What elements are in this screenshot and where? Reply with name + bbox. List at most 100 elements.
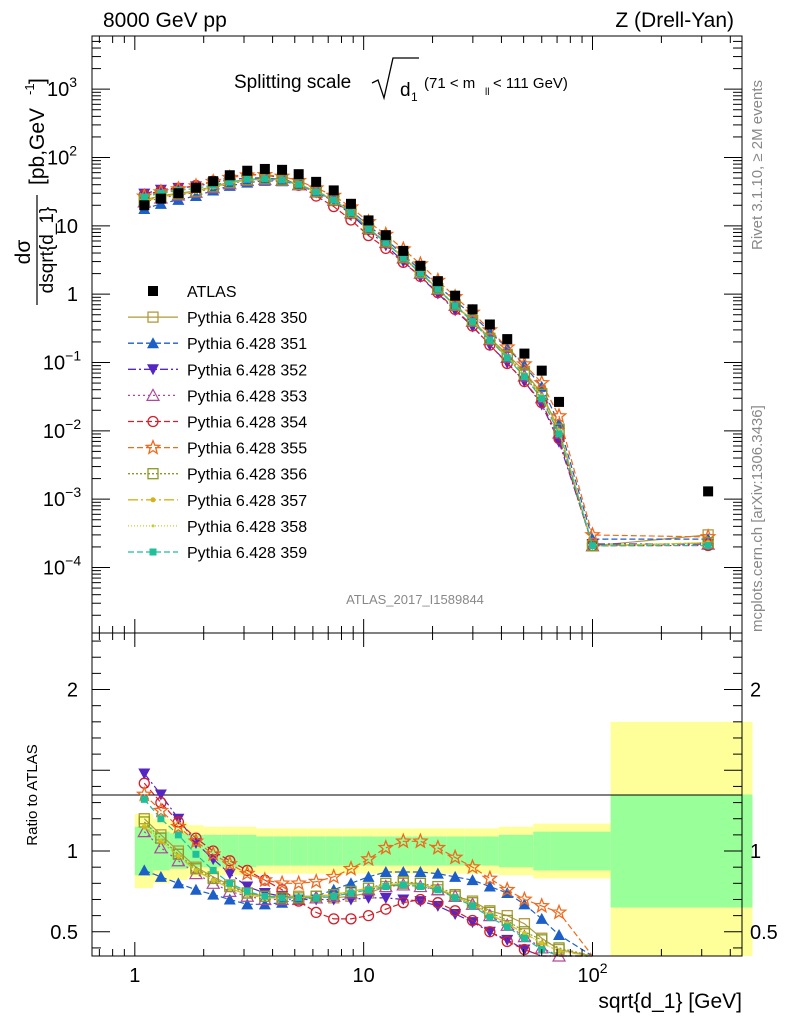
ratio-series-marker — [176, 854, 180, 858]
ratio-series-marker — [449, 870, 462, 882]
ratio-series-marker — [345, 913, 357, 925]
atlas-point — [224, 170, 235, 181]
series-marker — [382, 239, 390, 247]
series-marker — [189, 189, 202, 201]
atlas-band-inner — [325, 836, 343, 866]
analysis-id-label: ATLAS_2017_I1589844 — [346, 592, 484, 607]
ratio-series-marker — [466, 917, 479, 929]
ratio-series-marker — [330, 892, 338, 900]
legend-marker — [144, 438, 162, 455]
ratio-y-tick-label-right: 2 — [750, 680, 761, 702]
ratio-series-marker — [307, 872, 325, 889]
ratio-series-marker — [223, 868, 236, 880]
atlas-band-inner — [360, 836, 378, 866]
ratio-series-marker — [152, 801, 170, 818]
ratio-series-marker — [342, 859, 360, 876]
atlas-point — [398, 245, 409, 256]
ratio-series-line — [143, 782, 593, 957]
ratio-series-marker — [540, 941, 544, 945]
chart-title-symbol: d — [400, 80, 411, 101]
ratio-series-marker — [414, 893, 427, 906]
ratio-series-marker — [466, 914, 479, 927]
series-marker — [157, 189, 165, 197]
ratio-series-marker — [397, 897, 409, 909]
ratio-series-marker — [382, 883, 390, 891]
atlas-band-inner — [256, 836, 274, 866]
ratio-series-marker — [222, 884, 237, 897]
ratio-series-marker — [379, 892, 392, 904]
atlas-point — [380, 230, 391, 241]
series-marker — [589, 542, 597, 550]
chart-title-note: (71 < m — [424, 75, 475, 92]
legend-atlas-label: ATLAS — [187, 284, 237, 301]
ratio-series-marker — [154, 789, 167, 801]
atlas-band-inner — [498, 834, 516, 868]
atlas-point — [450, 290, 461, 301]
ratio-series-marker — [261, 892, 269, 900]
atlas-point — [467, 304, 478, 315]
ratio-plot-panel: 2 2 1 1 0.5 0.5 Ratio to ATLAS — [24, 632, 778, 962]
y-label-unit-end: ] — [26, 78, 49, 84]
ratio-y-tick-label-left: 0.5 — [50, 922, 78, 944]
series-marker — [481, 321, 499, 338]
series-marker — [416, 269, 424, 277]
ratio-series-marker — [379, 866, 392, 878]
y-tick-label: 103 — [47, 74, 77, 101]
ratio-series-marker — [221, 855, 239, 872]
ratio-series-marker — [451, 894, 459, 902]
series-line — [144, 177, 709, 545]
ratio-series-marker — [446, 848, 464, 865]
ratio-y-tick-labels: 2 2 1 1 0.5 0.5 — [50, 680, 778, 944]
legend-label: Pythia 6.428 356 — [187, 467, 307, 484]
atlas-point — [155, 193, 166, 204]
series-marker — [293, 178, 305, 190]
series-marker — [469, 318, 477, 326]
legend-label: Pythia 6.428 359 — [187, 545, 307, 562]
atlas-band-inner — [481, 836, 499, 866]
ratio-series-marker — [172, 877, 185, 889]
series-marker — [140, 193, 148, 201]
ratio-series-marker — [399, 881, 407, 889]
ratio-series-marker — [466, 874, 479, 886]
ratio-series-marker — [518, 898, 531, 910]
y-tick-label: 10−2 — [43, 416, 81, 443]
chart-title-note-end: < 111 GeV) — [493, 75, 568, 92]
series-marker — [261, 175, 269, 183]
atlas-data-points — [139, 163, 714, 497]
y-label-denominator: dsqrt{d_1} — [37, 207, 58, 294]
legend-label: Pythia 6.428 351 — [187, 336, 307, 353]
ratio-y-tick-label-left: 1 — [67, 841, 78, 863]
ratio-series-marker — [174, 831, 182, 839]
legend-label: Pythia 6.428 358 — [187, 519, 307, 536]
ratio-series-marker — [241, 898, 254, 910]
ratio-series-marker — [518, 943, 531, 956]
ratio-series-marker — [187, 832, 205, 849]
atlas-point — [139, 200, 150, 211]
legend-marker — [145, 388, 161, 401]
ratio-series-marker — [469, 902, 477, 910]
ratio-series-marker — [377, 838, 395, 855]
main-plot-series — [135, 165, 717, 552]
ratio-series-marker — [362, 909, 375, 922]
ratio-series-marker — [434, 886, 442, 894]
mcplots-citation-label: mcplots.cern.ch [arXiv:1306.3436] — [749, 405, 766, 632]
series-marker — [347, 209, 355, 217]
ratio-series-marker — [365, 886, 373, 894]
legend-marker — [150, 497, 156, 503]
series-marker — [365, 225, 373, 233]
ratio-series-line — [143, 818, 593, 957]
ratio-series-marker — [449, 905, 461, 917]
atlas-point — [432, 276, 443, 287]
legend-marker — [147, 468, 159, 480]
series-marker — [550, 407, 568, 424]
ratio-series-marker — [278, 894, 286, 902]
ratio-series-marker — [484, 926, 496, 938]
ratio-series-marker — [414, 896, 427, 908]
ratio-series-marker — [172, 848, 185, 860]
ratio-series-marker — [190, 863, 202, 875]
ratio-series-marker — [188, 866, 203, 880]
legend-atlas-marker — [148, 286, 158, 296]
ratio-series-marker — [142, 823, 146, 827]
